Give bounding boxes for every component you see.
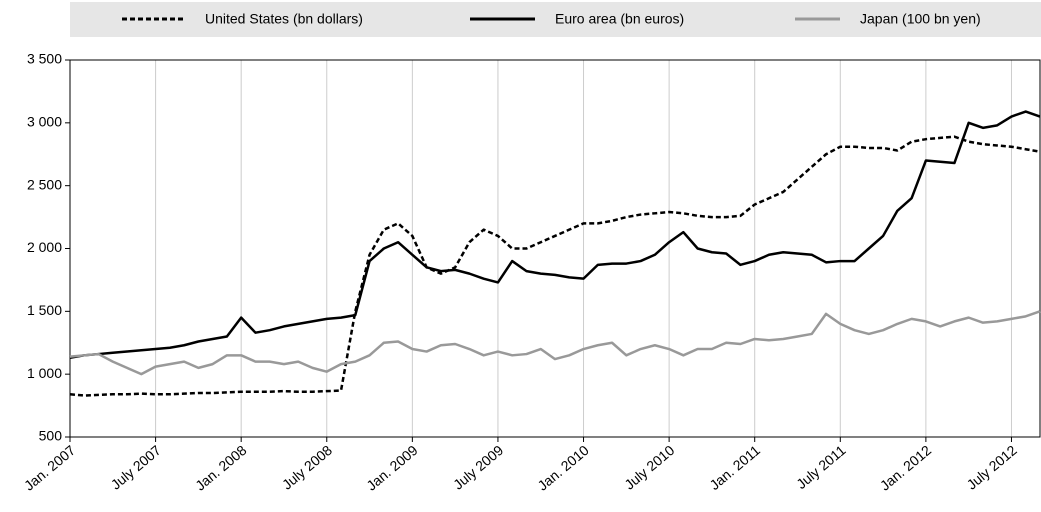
legend-background	[70, 2, 1041, 37]
x-tick-label: July 2007	[108, 442, 164, 493]
series-line	[69, 310, 1041, 376]
y-tick-label: 2 500	[27, 176, 62, 192]
x-tick-label: July 2008	[279, 442, 335, 493]
series-line	[69, 135, 1041, 397]
y-tick-label: 2 000	[27, 239, 62, 255]
x-tick-label: July 2012	[964, 442, 1020, 493]
x-tick-label: July 2011	[793, 442, 849, 492]
legend-label: Euro area (bn euros)	[555, 11, 684, 27]
y-tick-label: 3 500	[27, 51, 62, 67]
x-tick-label: Jan. 2007	[21, 442, 79, 494]
x-tick-label: Jan. 2008	[192, 442, 250, 494]
x-tick-label: Jan. 2010	[534, 442, 592, 494]
y-tick-label: 1 500	[27, 302, 62, 318]
x-tick-label: Jan. 2011	[706, 442, 763, 493]
y-tick-label: 500	[39, 428, 63, 444]
plot-frame	[69, 59, 1041, 438]
y-tick-label: 1 000	[27, 365, 62, 381]
series-line	[69, 110, 1041, 360]
x-tick-label: July 2009	[450, 442, 506, 493]
legend-label: United States (bn dollars)	[205, 11, 363, 27]
x-tick-label: Jan. 2009	[363, 442, 421, 494]
x-tick-label: Jan. 2012	[877, 442, 935, 494]
y-tick-label: 3 000	[27, 114, 62, 130]
legend-label: Japan (100 bn yen)	[860, 11, 981, 27]
x-tick-label: July 2010	[621, 442, 677, 493]
